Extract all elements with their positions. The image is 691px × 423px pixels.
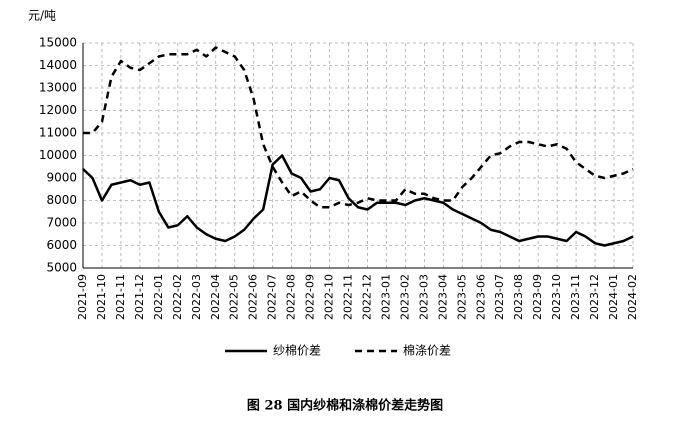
x-tick-label: 2021-09 [76,274,89,320]
x-tick-label: 2022-12 [360,274,373,320]
x-tick-label: 2022-09 [304,274,317,320]
x-tick-label: 2022-10 [323,274,336,320]
legend-label: 纱棉价差 [273,344,321,358]
legend-label: 棉涤价差 [403,344,451,358]
x-tick-label: 2023-05 [455,274,468,320]
x-tick-label: 2024-02 [626,274,639,320]
caption: 图 28 国内纱棉和涤棉价差走势图 [247,398,443,414]
x-tick-label: 2022-08 [285,274,298,320]
series-line [82,154,634,247]
x-tick-label: 2023-02 [398,274,411,320]
x-tick-label: 2022-01 [152,274,165,320]
y-tick-label: 9000 [46,171,77,185]
y-tick-label: 13000 [39,81,77,95]
y-tick-label: 15000 [39,36,77,50]
y-tick-label: 5000 [46,261,77,275]
x-tick-label: 2022-05 [228,274,241,320]
x-tick-label: 2023-12 [588,274,601,320]
x-tick-label: 2023-09 [531,274,544,320]
x-tick-label: 2023-07 [493,274,506,320]
y-tick-label: 11000 [39,126,77,140]
x-tick-label: 2022-06 [247,274,260,320]
x-tick-label: 2023-03 [417,274,430,320]
x-tick-label: 2022-07 [266,274,279,320]
x-tick-label: 2023-01 [379,274,392,320]
y-tick-label: 10000 [39,148,77,162]
x-tick-label: 2023-10 [550,274,563,320]
x-tick-label: 2022-03 [190,274,203,320]
y-tick-label: 12000 [39,103,77,117]
x-tick-label: 2024-01 [607,274,620,320]
x-tick-label: 2022-11 [342,274,355,320]
x-tick-label: 2021-12 [133,274,146,320]
x-tick-label: 2023-04 [436,274,449,320]
y-tick-label: 7000 [46,216,77,230]
series-line [83,46,634,209]
x-tick-label: 2022-04 [209,274,222,320]
x-tick-label: 2021-10 [95,274,108,320]
x-tick-label: 2022-02 [171,274,184,320]
x-tick-label: 2023-11 [569,274,582,320]
y-tick-label: 14000 [39,58,77,72]
x-tick-label: 2023-08 [512,274,525,320]
x-tick-label: 2023-06 [474,274,487,320]
y-unit-label: 元/吨 [28,9,56,23]
x-tick-label: 2021-11 [114,274,127,320]
y-tick-label: 8000 [46,193,77,207]
y-tick-label: 6000 [46,238,77,252]
